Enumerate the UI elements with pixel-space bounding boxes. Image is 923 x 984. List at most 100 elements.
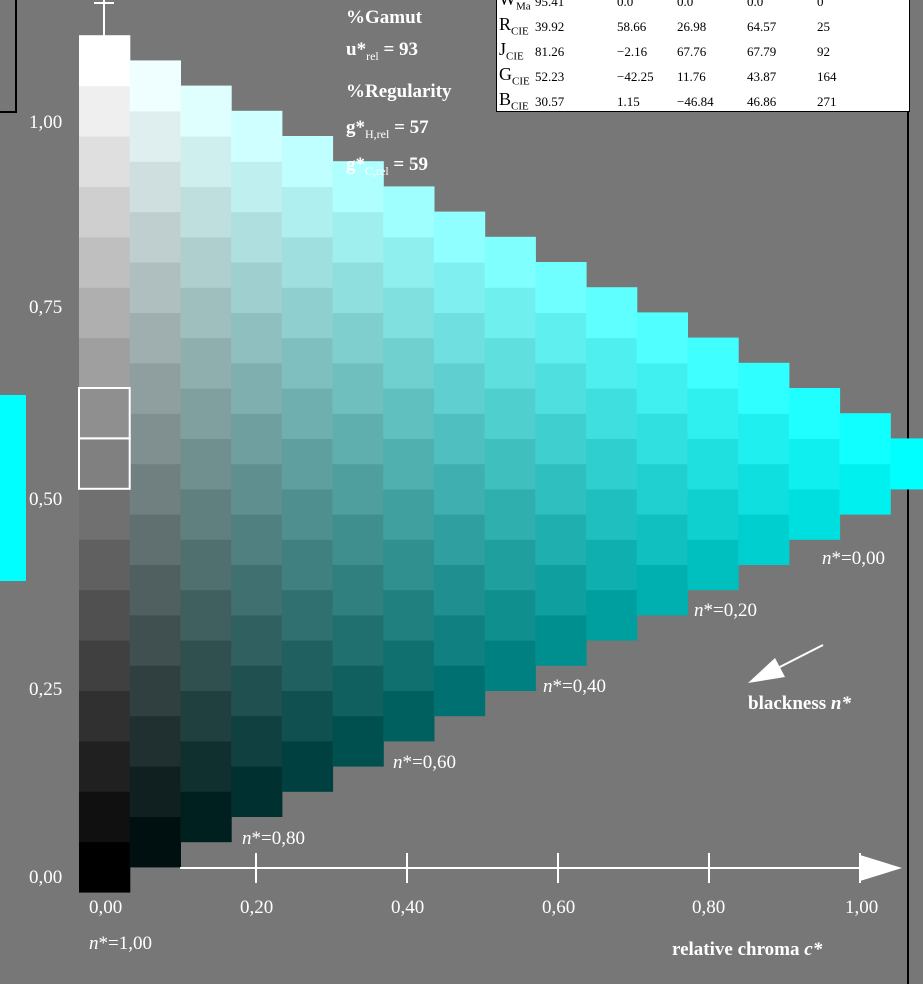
color-cell bbox=[484, 337, 536, 389]
color-cell bbox=[281, 337, 334, 389]
color-cell bbox=[484, 539, 536, 591]
table-cell: 26.98 bbox=[677, 19, 707, 34]
x-tick-label: 0,60 bbox=[542, 897, 576, 918]
color-cell bbox=[332, 665, 384, 717]
color-cell bbox=[281, 488, 334, 540]
hue-swatch bbox=[0, 395, 26, 581]
color-cell bbox=[79, 136, 131, 187]
color-cell bbox=[79, 589, 131, 641]
color-cell bbox=[180, 236, 232, 288]
color-cell bbox=[535, 262, 587, 313]
table-cell-name: RCIE bbox=[499, 14, 529, 38]
color-cell bbox=[383, 438, 435, 490]
y-tick-label: 1,00 bbox=[29, 112, 63, 133]
color-cell bbox=[433, 665, 486, 717]
color-cell bbox=[129, 564, 181, 616]
color-cell bbox=[839, 413, 891, 465]
color-cell bbox=[332, 262, 384, 313]
color-cell bbox=[383, 640, 435, 691]
color-cell bbox=[79, 236, 131, 288]
color-cell bbox=[231, 665, 283, 717]
colorimetric-table: WMa 95.41 0.0 0.0 0.0 0 RCIE 39.92 58.66 26.98 64.… bbox=[496, 0, 910, 113]
color-cell bbox=[281, 539, 334, 591]
color-cell bbox=[484, 236, 536, 288]
color-cell bbox=[383, 337, 435, 389]
table-cell-name: JCIE bbox=[499, 39, 524, 63]
color-cell bbox=[535, 413, 587, 465]
table-cell: 64.57 bbox=[747, 19, 777, 34]
color-cell bbox=[79, 186, 131, 238]
color-cell bbox=[231, 211, 283, 263]
color-cell bbox=[383, 589, 435, 641]
color-cell bbox=[890, 438, 923, 490]
color-cell bbox=[535, 514, 587, 565]
color-cell bbox=[129, 60, 181, 112]
color-cell bbox=[231, 463, 283, 515]
color-cell bbox=[636, 413, 688, 465]
color-cell bbox=[180, 589, 232, 641]
table-cell: 46.86 bbox=[747, 94, 777, 109]
color-cell bbox=[180, 186, 232, 238]
table-cell: 67.79 bbox=[747, 44, 777, 59]
color-cell bbox=[129, 614, 181, 666]
color-cell bbox=[180, 690, 232, 742]
color-cell bbox=[839, 463, 891, 515]
color-cell bbox=[586, 287, 638, 339]
color-cell bbox=[231, 715, 283, 767]
color-cell bbox=[484, 488, 536, 540]
table-cell: 58.66 bbox=[617, 19, 647, 34]
color-cell bbox=[79, 690, 131, 742]
highlight-frame bbox=[78, 387, 131, 440]
color-cell bbox=[79, 740, 131, 792]
color-cell bbox=[383, 388, 435, 439]
color-cell bbox=[636, 564, 688, 616]
color-cell bbox=[231, 766, 283, 817]
x-tick-label: 0,40 bbox=[391, 897, 425, 918]
table-row: BCIE 30.57 1.15 −46.84 46.86 271 bbox=[497, 89, 909, 113]
table-row: GCIE 52.23 −42.25 11.76 43.87 164 bbox=[497, 64, 909, 88]
x-tick-label: 0,20 bbox=[240, 897, 274, 918]
color-cell bbox=[636, 514, 688, 565]
color-cell bbox=[636, 362, 688, 414]
color-cell bbox=[332, 564, 384, 616]
table-cell: −46.84 bbox=[677, 94, 714, 109]
y-tick-label: 0,00 bbox=[29, 867, 63, 888]
table-cell: 25 bbox=[817, 19, 830, 34]
color-cell bbox=[586, 388, 638, 439]
x-axis-arrowhead bbox=[860, 855, 902, 881]
color-cell bbox=[383, 539, 435, 591]
color-cell bbox=[79, 85, 131, 137]
color-cell bbox=[129, 161, 181, 213]
color-cell bbox=[636, 312, 688, 364]
table-cell: −2.16 bbox=[617, 44, 648, 59]
blackness-label-000: n*=0,00 bbox=[822, 548, 885, 569]
gH-rel-stat: g*H,rel = 57 bbox=[346, 117, 429, 141]
blackness-label-100: n*=1,00 bbox=[89, 933, 152, 954]
color-cell bbox=[535, 564, 587, 616]
color-cell bbox=[332, 161, 384, 213]
color-cell bbox=[383, 186, 435, 238]
color-cell bbox=[281, 186, 334, 238]
color-cell bbox=[788, 388, 841, 439]
table-cell: 0.0 bbox=[747, 0, 764, 9]
color-cell bbox=[79, 287, 131, 339]
color-cell bbox=[332, 413, 384, 465]
color-cell bbox=[231, 362, 283, 414]
y-tick-label: 0,50 bbox=[29, 489, 63, 510]
color-cell bbox=[383, 690, 435, 742]
color-cell bbox=[180, 337, 232, 389]
y-tick-label: 0,75 bbox=[29, 297, 63, 318]
table-cell: 11.76 bbox=[677, 69, 706, 84]
blackness-label-060: n*=0,60 bbox=[393, 752, 456, 773]
color-cell bbox=[738, 362, 790, 414]
color-cell bbox=[79, 388, 131, 439]
table-row: RCIE 39.92 58.66 26.98 64.57 25 bbox=[497, 14, 909, 38]
color-cell bbox=[484, 589, 536, 641]
color-cell bbox=[535, 362, 587, 414]
color-cell bbox=[129, 211, 181, 263]
color-cell bbox=[383, 488, 435, 540]
color-cell bbox=[231, 312, 283, 364]
gC-rel-stat: g*C,rel = 59 bbox=[346, 154, 428, 178]
color-cell bbox=[433, 262, 486, 313]
color-cell bbox=[687, 539, 739, 591]
